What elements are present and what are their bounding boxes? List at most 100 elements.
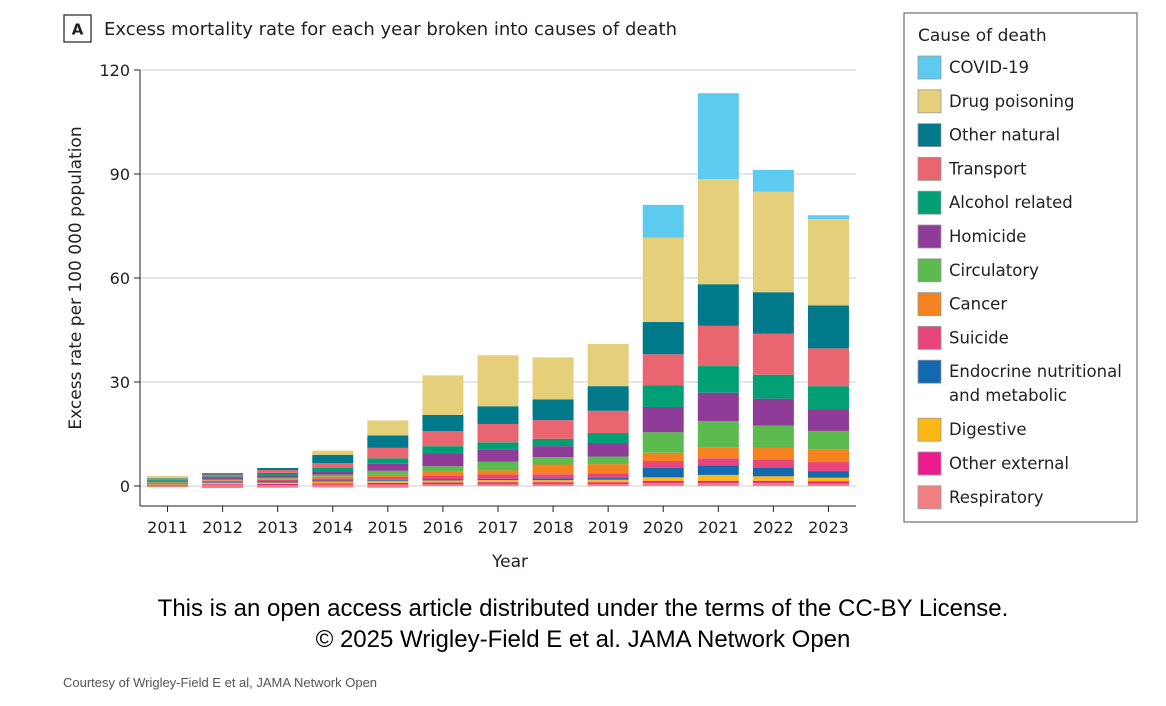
axes: 0 30 60 90 120 2011 2012 2013 2014 2015 2016 2017 20… bbox=[99, 61, 856, 537]
legend-swatch-endocrine-nutritional-and-metabolic bbox=[917, 359, 942, 384]
bar-segment-drug-poisoning-2021 bbox=[697, 179, 739, 285]
y-tick-label: 120 bbox=[99, 61, 130, 80]
bar-segment-respiratory-2020 bbox=[642, 482, 684, 486]
bar-stacks bbox=[147, 93, 849, 489]
bar-segment-homicide-2020 bbox=[642, 406, 684, 433]
bar-segment-cancer-2015 bbox=[367, 474, 409, 477]
bar-segment-suicide-2022 bbox=[752, 459, 794, 468]
legend-swatch-cancer bbox=[917, 292, 942, 317]
bar-segment-digestive-2016 bbox=[422, 480, 464, 483]
bar-segment-endocrine-nutritional-and-metabolic-2022 bbox=[752, 467, 794, 477]
legend-item-other-natural: Other natural bbox=[917, 123, 1060, 147]
bar-segment-other-natural-2011 bbox=[147, 478, 189, 480]
legend-item-suicide: Suicide bbox=[917, 325, 1009, 350]
x-tick-label: 2015 bbox=[367, 518, 408, 537]
bar-segment-transport-2014 bbox=[312, 463, 354, 468]
legend-label-homicide: Homicide bbox=[949, 227, 1026, 246]
bar-stack-2019 bbox=[587, 343, 629, 486]
y-tick-label: 30 bbox=[110, 373, 130, 392]
bar-segment-digestive-2013 bbox=[257, 482, 299, 484]
bar-segment-suicide-2015 bbox=[367, 476, 409, 480]
bar-segment-other-external-2011 bbox=[147, 485, 189, 486]
bar-segment-transport-2012 bbox=[202, 474, 244, 477]
bar-segment-drug-poisoning-2014 bbox=[312, 450, 354, 455]
bar-segment-cancer-2021 bbox=[697, 447, 739, 459]
bar-segment-transport-2023 bbox=[807, 348, 849, 387]
bar-stack-2023 bbox=[807, 215, 849, 486]
bar-segment-homicide-2013 bbox=[257, 475, 299, 478]
bar-segment-drug-poisoning-2015 bbox=[367, 420, 409, 436]
bar-segment-endocrine-nutritional-and-metabolic-2019 bbox=[587, 478, 629, 480]
bar-segment-transport-2018 bbox=[532, 420, 574, 439]
x-tick-label: 2022 bbox=[753, 518, 794, 537]
bar-segment-covid-19-2022 bbox=[752, 169, 794, 192]
bar-stack-2011 bbox=[147, 475, 189, 488]
bar-segment-endocrine-nutritional-and-metabolic-2015 bbox=[367, 479, 409, 481]
bar-segment-suicide-2019 bbox=[587, 473, 629, 479]
bar-segment-other-natural-2014 bbox=[312, 454, 354, 464]
x-tick-label: 2013 bbox=[257, 518, 298, 537]
bar-segment-suicide-2023 bbox=[807, 462, 849, 472]
legend-label-suicide: Suicide bbox=[949, 328, 1009, 347]
bar-segment-digestive-2021 bbox=[697, 474, 739, 481]
legend-item-circulatory: Circulatory bbox=[917, 258, 1039, 283]
legend-box bbox=[903, 12, 1138, 523]
bar-segment-other-natural-2016 bbox=[422, 414, 464, 432]
legend-item-endocrine-nutritional-and-metabolic: Endocrine nutritional and metabolic bbox=[917, 359, 1122, 405]
bar-segment-digestive-2017 bbox=[477, 480, 519, 483]
x-tick-label: 2023 bbox=[808, 518, 849, 537]
legend-title: Cause of death bbox=[918, 26, 1047, 46]
bar-segment-other-external-2021 bbox=[697, 480, 739, 483]
bar-segment-respiratory-2016 bbox=[422, 484, 464, 486]
bar-segment-respiratory-2014 bbox=[312, 484, 354, 486]
bar-segment-digestive-2023 bbox=[807, 477, 849, 482]
bar-segment-alcohol-related-2013 bbox=[257, 472, 299, 476]
bar-segment-transport-2015 bbox=[367, 447, 409, 459]
bar-segment-other-external-2017 bbox=[477, 482, 519, 484]
bar-segment-cancer-2013 bbox=[257, 478, 299, 480]
legend-label-covid-19: COVID-19 bbox=[949, 58, 1029, 77]
legend-item-cancer: Cancer bbox=[917, 292, 1007, 317]
bar-segment-drug-poisoning-2022 bbox=[752, 191, 794, 293]
bar-segment-other-external-2016 bbox=[422, 482, 464, 485]
bar-segment-homicide-2014 bbox=[312, 471, 354, 475]
bar-segment-endocrine-nutritional-and-metabolic-2013 bbox=[257, 481, 299, 483]
x-tick-label: 2012 bbox=[202, 518, 243, 537]
license-line-1: This is an open access article distribut… bbox=[157, 595, 1009, 622]
bar-segment-circulatory-2022 bbox=[752, 425, 794, 448]
bar-segment-cancer-2019 bbox=[587, 464, 629, 474]
bar-stack-2014 bbox=[312, 450, 354, 488]
legend-label-endocrine-nutritional-and-metabolic: Endocrine nutritional and metabolic bbox=[949, 362, 1122, 405]
bar-stack-2015 bbox=[367, 420, 409, 488]
bar-segment-cancer-2016 bbox=[422, 471, 464, 476]
bar-segment-digestive-2015 bbox=[367, 480, 409, 483]
bar-segment-cancer-2012 bbox=[202, 480, 244, 481]
bar-segment-circulatory-2016 bbox=[422, 466, 464, 472]
bar-segment-transport-2013 bbox=[257, 470, 299, 473]
x-tick-label: 2011 bbox=[147, 518, 188, 537]
bar-segment-suicide-2018 bbox=[532, 474, 574, 479]
bar-segment-alcohol-related-2017 bbox=[477, 442, 519, 450]
legend-item-homicide: Homicide bbox=[917, 224, 1026, 249]
y-tick-label: 0 bbox=[120, 477, 130, 496]
bar-segment-transport-2016 bbox=[422, 431, 464, 447]
excess-mortality-chart: A Excess mortality rate for each year br… bbox=[63, 12, 1138, 572]
bar-segment-digestive-2019 bbox=[587, 479, 629, 483]
bar-segment-transport-2022 bbox=[752, 333, 794, 375]
bar-segment-other-external-2018 bbox=[532, 482, 574, 484]
legend-item-covid-19: COVID-19 bbox=[917, 55, 1029, 80]
legend: Cause of death COVID-19 Drug poisoning Oth… bbox=[903, 12, 1138, 523]
bar-segment-homicide-2012 bbox=[202, 478, 244, 480]
bar-segment-other-external-2023 bbox=[807, 481, 849, 484]
bar-segment-endocrine-nutritional-and-metabolic-2017 bbox=[477, 478, 519, 481]
bar-segment-homicide-2019 bbox=[587, 443, 629, 457]
bar-segment-other-external-2020 bbox=[642, 480, 684, 483]
legend-swatch-suicide bbox=[917, 325, 942, 350]
bar-segment-suicide-2021 bbox=[697, 458, 739, 466]
bar-segment-cancer-2014 bbox=[312, 476, 354, 479]
bar-segment-cancer-2018 bbox=[532, 464, 574, 475]
bar-segment-other-external-2015 bbox=[367, 482, 409, 485]
legend-swatch-other-natural bbox=[917, 123, 942, 147]
bar-stack-2017 bbox=[477, 355, 519, 486]
legend-item-alcohol-related: Alcohol related bbox=[917, 190, 1073, 215]
